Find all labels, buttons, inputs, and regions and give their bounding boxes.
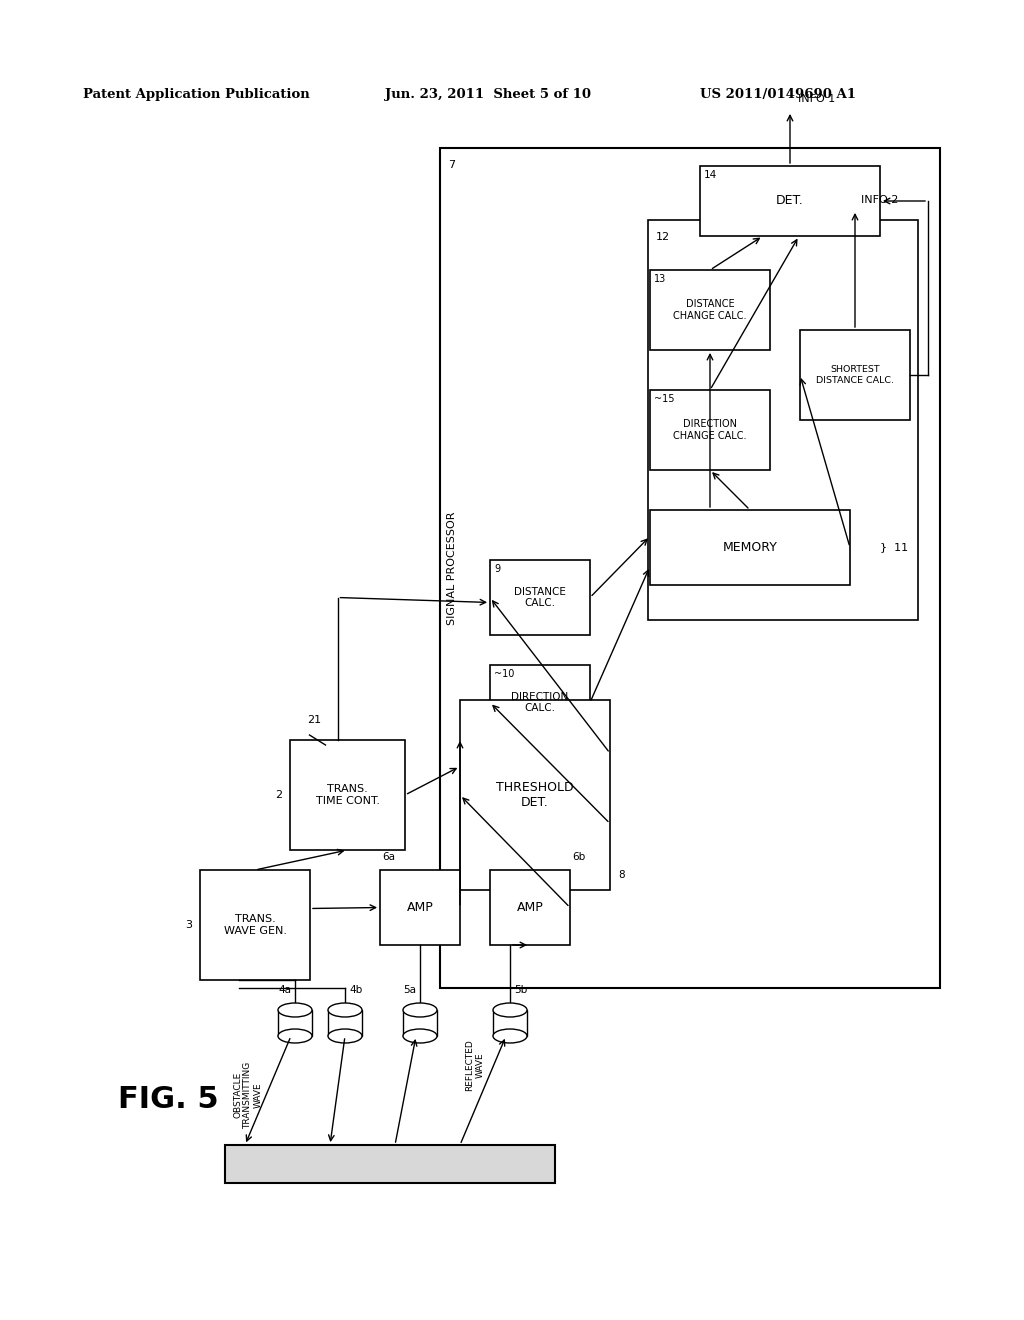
Text: ~10: ~10 (494, 669, 514, 678)
Text: 2: 2 (274, 789, 282, 800)
Bar (380, 870, 460, 945)
Text: OBSTACLE
TRANSMITTING
WAVE: OBSTACLE TRANSMITTING WAVE (233, 1061, 263, 1129)
Text: 6b: 6b (572, 851, 586, 862)
Bar (800, 330, 910, 420)
Text: MEMORY: MEMORY (723, 541, 777, 554)
Text: TRANS.
WAVE GEN.: TRANS. WAVE GEN. (223, 915, 287, 936)
Text: 3: 3 (185, 920, 193, 931)
Text: AMP: AMP (517, 902, 544, 913)
Text: THRESHOLD
DET.: THRESHOLD DET. (497, 781, 573, 809)
Bar (490, 665, 590, 741)
Bar (440, 148, 940, 987)
Text: DISTANCE
CHANGE CALC.: DISTANCE CHANGE CALC. (673, 300, 746, 321)
Text: 9: 9 (494, 564, 500, 574)
Text: 6a: 6a (382, 851, 395, 862)
Bar (290, 741, 406, 850)
Text: DIRECTION
CALC.: DIRECTION CALC. (511, 692, 568, 713)
Ellipse shape (493, 1030, 527, 1043)
Text: AMP: AMP (407, 902, 433, 913)
Text: DISTANCE
CALC.: DISTANCE CALC. (514, 586, 566, 609)
Bar (493, 1010, 527, 1036)
Text: 5b: 5b (514, 985, 527, 995)
Text: US 2011/0149690 A1: US 2011/0149690 A1 (700, 88, 856, 102)
Text: ~15: ~15 (654, 393, 675, 404)
Text: REFLECTED
WAVE: REFLECTED WAVE (465, 1039, 484, 1090)
Text: 4a: 4a (278, 985, 291, 995)
Text: DIRECTION
CHANGE CALC.: DIRECTION CHANGE CALC. (673, 420, 746, 441)
Text: TRANS.
TIME CONT.: TRANS. TIME CONT. (315, 784, 380, 805)
Text: 7: 7 (449, 160, 455, 170)
Bar (700, 166, 880, 236)
Text: FIG. 5: FIG. 5 (118, 1085, 218, 1114)
Ellipse shape (403, 1030, 437, 1043)
Bar (278, 1010, 312, 1036)
Ellipse shape (278, 1003, 312, 1016)
Text: 14: 14 (705, 170, 717, 180)
Text: SIGNAL PROCESSOR: SIGNAL PROCESSOR (447, 511, 457, 624)
Text: }  11: } 11 (880, 543, 908, 553)
Bar (460, 700, 610, 890)
Bar (225, 1144, 555, 1183)
Text: 13: 13 (654, 275, 667, 284)
Text: INFO 1: INFO 1 (798, 94, 836, 104)
Bar (403, 1010, 437, 1036)
Text: 8: 8 (618, 870, 625, 880)
Bar (200, 870, 310, 979)
Text: INFO 2: INFO 2 (861, 195, 898, 205)
Bar (648, 220, 918, 620)
Bar (650, 389, 770, 470)
Text: DET.: DET. (776, 194, 804, 207)
Ellipse shape (328, 1030, 362, 1043)
Ellipse shape (493, 1003, 527, 1016)
Text: 12: 12 (656, 232, 670, 242)
Ellipse shape (328, 1003, 362, 1016)
Bar (650, 510, 850, 585)
Text: 21: 21 (307, 715, 322, 725)
Text: 5a: 5a (403, 985, 416, 995)
Bar (490, 560, 590, 635)
Ellipse shape (403, 1003, 437, 1016)
Text: 4b: 4b (349, 985, 362, 995)
Text: Patent Application Publication: Patent Application Publication (83, 88, 309, 102)
Text: Jun. 23, 2011  Sheet 5 of 10: Jun. 23, 2011 Sheet 5 of 10 (385, 88, 591, 102)
Bar (650, 271, 770, 350)
Ellipse shape (278, 1030, 312, 1043)
Bar (490, 870, 570, 945)
Text: SHORTEST
DISTANCE CALC.: SHORTEST DISTANCE CALC. (816, 366, 894, 384)
Bar (328, 1010, 362, 1036)
